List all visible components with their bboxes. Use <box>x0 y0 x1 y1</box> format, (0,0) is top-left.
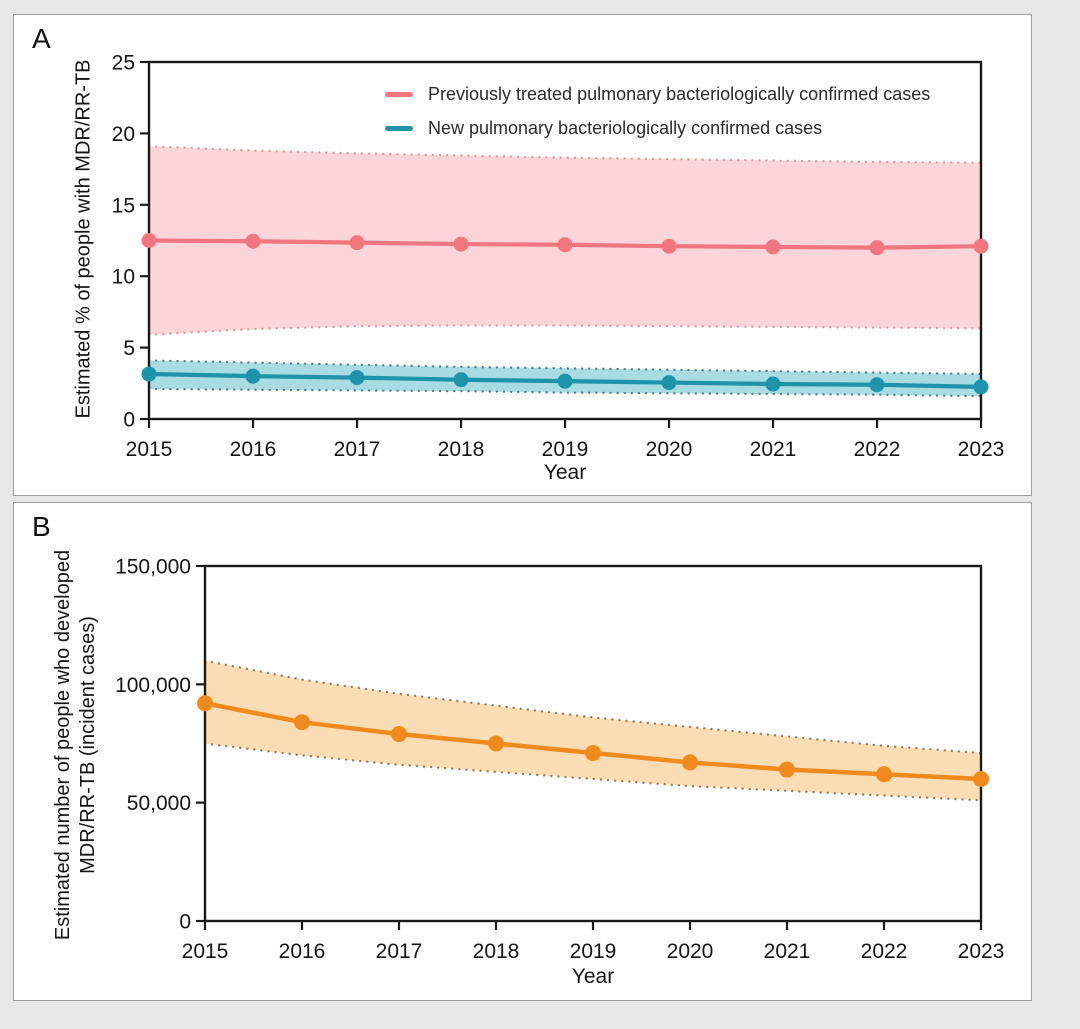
legend-label-previously-treated: Previously treated pulmonary bacteriolog… <box>428 84 931 104</box>
y-tick-label: 20 <box>112 123 135 146</box>
x-tick-label: 2018 <box>438 438 485 461</box>
data-point-marker <box>869 240 885 256</box>
data-point-marker <box>349 370 365 386</box>
data-point-marker <box>661 375 677 391</box>
x-tick-label: 2016 <box>279 940 326 963</box>
y-tick-label: 100,000 <box>115 674 191 697</box>
data-point-marker <box>391 726 407 743</box>
panel-a-letter: A <box>32 23 51 54</box>
data-point-marker <box>973 379 989 395</box>
data-point-marker <box>349 235 365 251</box>
x-tick-label: 2021 <box>750 438 797 461</box>
panel-a: A Estimated % of people with MDR/RR-TB 2… <box>13 14 1032 496</box>
data-point-marker <box>661 238 677 254</box>
data-point-marker <box>557 373 573 389</box>
data-point-marker <box>869 377 885 393</box>
x-tick-label: 2022 <box>854 438 901 461</box>
x-axis-title: Year <box>543 461 587 484</box>
x-tick-label: 2020 <box>646 438 693 461</box>
x-axis-title: Year <box>571 965 615 988</box>
data-point-marker <box>294 714 310 731</box>
data-point-marker <box>779 761 795 778</box>
panel-b: B Estimated number of people who develop… <box>13 502 1032 1001</box>
data-point-marker <box>453 372 469 388</box>
legend-swatch-teal-icon <box>385 126 413 131</box>
x-tick-label: 2019 <box>542 438 589 461</box>
band-edge-lower <box>203 742 983 802</box>
panel-b-chart: 2015 2016 2017 2018 2019 2020 2021 2022 2023 0 50,… <box>115 556 1005 964</box>
x-tick-label: 2015 <box>126 438 173 461</box>
x-tick-label: 2017 <box>334 438 381 461</box>
legend-item-previously-treated: Previously treated pulmonary bacteriolog… <box>385 82 930 107</box>
x-tick-label: 2017 <box>376 940 423 963</box>
x-tick-label: 2023 <box>958 940 1005 963</box>
data-point-marker <box>488 735 504 752</box>
x-tick-label: 2023 <box>958 438 1005 461</box>
legend-label-new-cases: New pulmonary bacteriologically confirme… <box>428 118 823 138</box>
y-tick-label: 0 <box>179 911 191 934</box>
y-tick-label: 50,000 <box>127 792 191 815</box>
data-point-marker <box>973 238 989 254</box>
legend: Previously treated pulmonary bacteriolog… <box>385 82 930 141</box>
data-point-marker <box>245 233 261 249</box>
legend-item-new-cases: New pulmonary bacteriologically confirme… <box>385 116 930 141</box>
x-tick-label: 2021 <box>764 940 811 963</box>
data-point-marker <box>682 754 698 771</box>
panel-b-letter: B <box>32 511 51 542</box>
data-point-marker <box>453 236 469 252</box>
y-tick-label: 5 <box>123 337 135 360</box>
legend-swatch-pink-icon <box>385 92 413 97</box>
data-point-marker <box>197 695 213 712</box>
x-tick-label: 2020 <box>667 940 714 963</box>
band-edge-upper <box>203 659 983 755</box>
data-point-marker <box>765 239 781 255</box>
data-point-marker <box>585 744 601 761</box>
panel-a-chart: 2015 2016 2017 2018 2019 2020 2021 2022 20230510… <box>112 52 1005 462</box>
data-point-marker <box>141 233 157 248</box>
data-point-marker <box>765 376 781 392</box>
data-point-marker <box>245 368 261 384</box>
data-point-marker <box>557 237 573 253</box>
x-tick-label: 2016 <box>230 438 277 461</box>
y-tick-label: 25 <box>112 52 135 75</box>
data-point-marker <box>141 366 157 382</box>
y-tick-label: 10 <box>112 266 135 289</box>
y-tick-label: 0 <box>123 409 135 432</box>
x-tick-label: 2019 <box>570 940 617 963</box>
data-point-marker <box>876 766 892 783</box>
x-tick-label: 2015 <box>182 940 229 963</box>
y-tick-label: 15 <box>112 194 135 217</box>
x-tick-label: 2022 <box>861 940 908 963</box>
data-point-marker <box>973 771 989 787</box>
y-tick-label: 150,000 <box>115 556 191 579</box>
x-tick-label: 2018 <box>473 940 520 963</box>
